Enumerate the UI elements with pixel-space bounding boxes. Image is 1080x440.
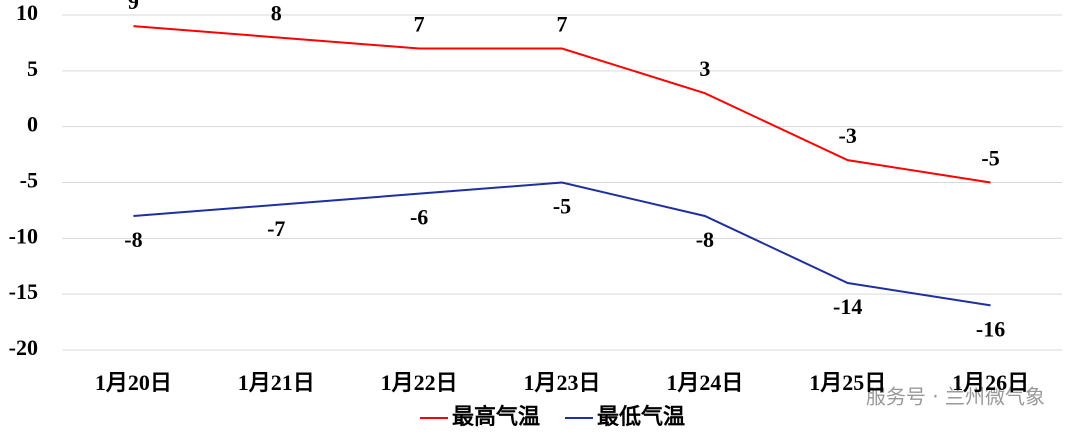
series-line [133, 25, 991, 184]
x-tick-label: 1月20日 [95, 370, 172, 395]
series-line [133, 181, 991, 307]
data-label: 8 [271, 0, 282, 25]
legend-label: 最低气温 [597, 404, 685, 430]
data-label: 3 [699, 56, 710, 81]
x-tick-label: 1月26日 [952, 370, 1029, 395]
data-label: -6 [410, 205, 428, 230]
data-label: 7 [414, 12, 425, 37]
data-label: 9 [128, 0, 139, 14]
legend-label: 最高气温 [452, 404, 540, 430]
data-label: -8 [124, 227, 142, 252]
x-tick-label: 1月25日 [809, 370, 886, 395]
data-label: -16 [976, 316, 1005, 341]
y-tick-label: 5 [27, 56, 38, 81]
data-label: -7 [267, 216, 285, 241]
x-tick-label: 1月21日 [238, 370, 315, 395]
x-tick-label: 1月22日 [381, 370, 458, 395]
y-tick-label: 10 [16, 0, 38, 25]
watermark: 服务号 · 兰州微气象 [866, 385, 1045, 409]
data-label: 7 [557, 12, 568, 37]
x-tick-label: 1月23日 [523, 370, 600, 395]
x-tick-label: 1月24日 [666, 370, 743, 395]
data-label: -8 [696, 227, 714, 252]
y-tick-label: -10 [9, 223, 38, 248]
data-label: -14 [833, 294, 862, 319]
y-tick-label: -15 [9, 279, 38, 304]
data-label: -5 [553, 194, 571, 219]
y-tick-label: -5 [20, 168, 38, 193]
data-label: -3 [839, 123, 857, 148]
y-tick-label: -20 [9, 335, 38, 360]
y-tick-label: 0 [27, 112, 38, 137]
data-label: -5 [981, 146, 999, 171]
